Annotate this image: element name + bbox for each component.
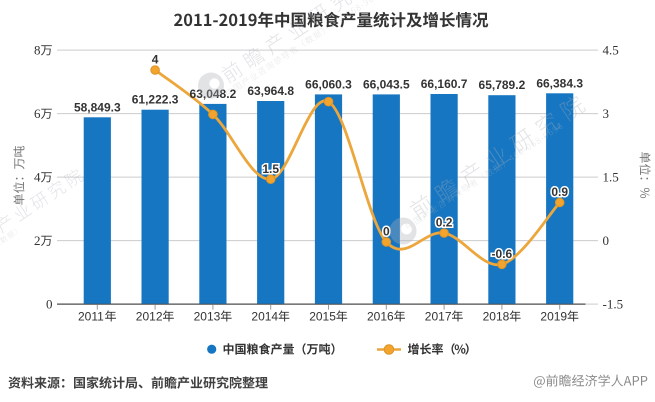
svg-text:58,849.3: 58,849.3 bbox=[74, 100, 121, 114]
svg-text:-0.6: -0.6 bbox=[492, 247, 513, 261]
svg-text:-1.5: -1.5 bbox=[603, 296, 624, 311]
svg-text:2014: 2014 bbox=[251, 310, 278, 324]
svg-text:63,964.8: 63,964.8 bbox=[247, 84, 294, 98]
svg-text:63,048.2: 63,048.2 bbox=[190, 87, 237, 101]
svg-text:0.9: 0.9 bbox=[551, 185, 568, 199]
svg-text:4: 4 bbox=[34, 169, 41, 184]
svg-text:4: 4 bbox=[152, 53, 159, 67]
svg-text:8: 8 bbox=[34, 42, 41, 57]
svg-text:0.2: 0.2 bbox=[436, 216, 453, 230]
svg-text:0: 0 bbox=[46, 296, 53, 311]
svg-text:66,060.3: 66,060.3 bbox=[305, 77, 352, 91]
svg-text:65,789.2: 65,789.2 bbox=[479, 78, 526, 92]
svg-text:0: 0 bbox=[383, 225, 390, 239]
svg-text:61,222.3: 61,222.3 bbox=[132, 93, 179, 107]
svg-text:0: 0 bbox=[603, 233, 610, 248]
svg-text:6: 6 bbox=[34, 106, 41, 121]
svg-text:2018: 2018 bbox=[483, 310, 510, 324]
svg-text:2012: 2012 bbox=[136, 310, 163, 324]
svg-text:2: 2 bbox=[34, 233, 41, 248]
svg-text:2016: 2016 bbox=[367, 310, 394, 324]
svg-text:66,384.3: 66,384.3 bbox=[536, 76, 583, 90]
svg-text:2017: 2017 bbox=[425, 310, 452, 324]
svg-text:4.5: 4.5 bbox=[603, 42, 619, 57]
svg-text:2019: 2019 bbox=[540, 310, 567, 324]
svg-text:1.5: 1.5 bbox=[262, 162, 279, 176]
svg-text:66,043.5: 66,043.5 bbox=[363, 77, 410, 91]
svg-text:2015: 2015 bbox=[309, 310, 336, 324]
svg-text:66,160.7: 66,160.7 bbox=[421, 77, 468, 91]
svg-text:3: 3 bbox=[603, 106, 610, 121]
svg-text:1.5: 1.5 bbox=[603, 169, 619, 184]
svg-text:2013: 2013 bbox=[194, 310, 221, 324]
svg-text:2011: 2011 bbox=[78, 310, 104, 324]
